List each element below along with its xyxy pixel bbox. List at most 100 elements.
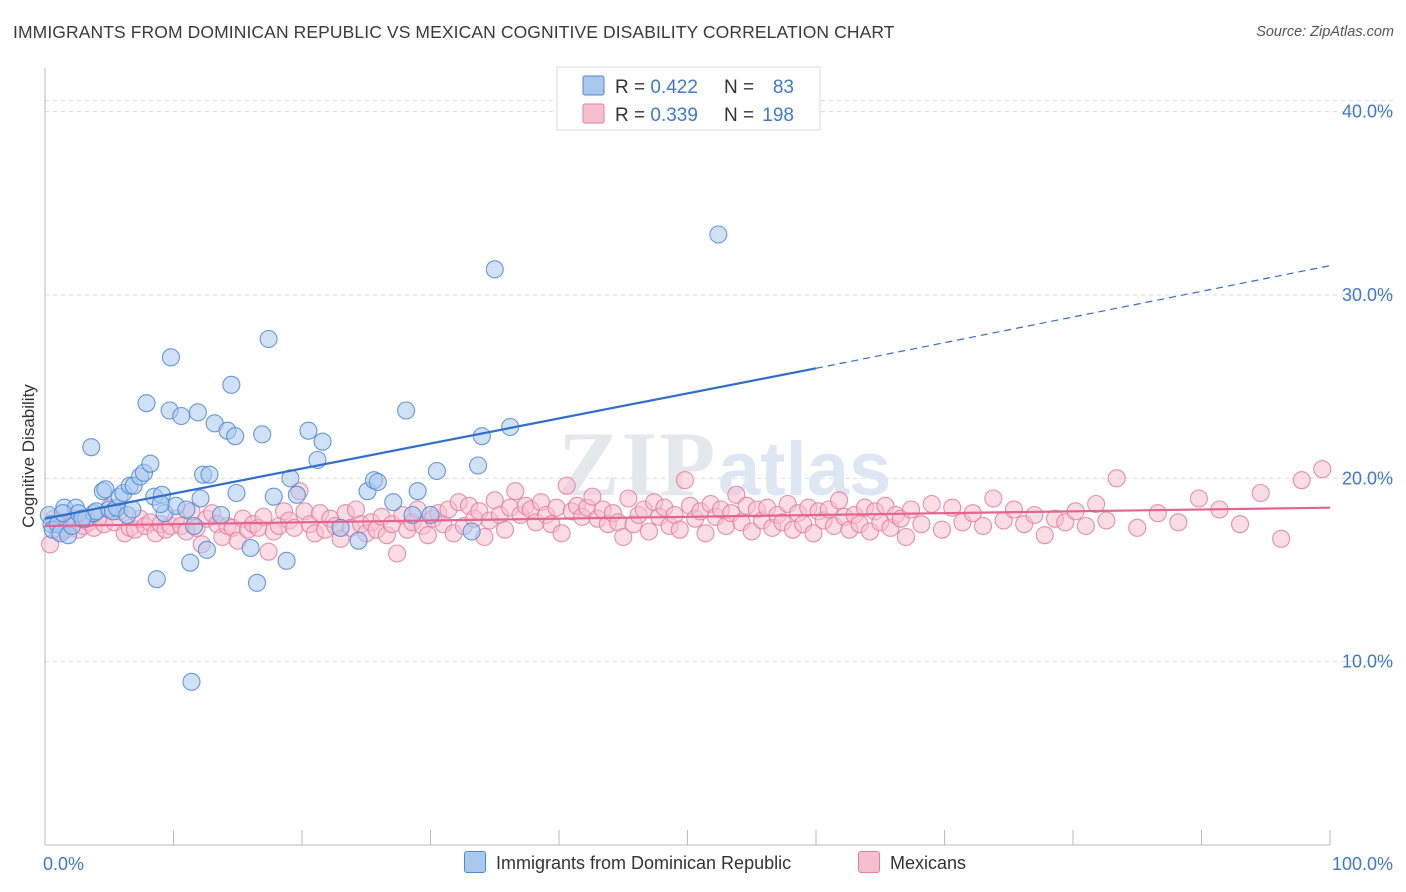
y-tick-label-3: 40.0% — [1342, 102, 1393, 122]
mexicans-point-199 — [1313, 460, 1332, 479]
mexicans-point-43 — [254, 507, 273, 526]
mexicans-point-170 — [912, 515, 931, 534]
r-label-blue: R = — [615, 77, 650, 98]
legend-label-dominican: Immigrants from Dominican Republic — [496, 853, 792, 873]
dominican-point-78 — [182, 672, 201, 691]
dominican-point-60 — [313, 432, 332, 451]
legend-swatch-blue — [582, 75, 605, 96]
svg-text:R = 0.339: R = 0.339 — [615, 105, 698, 126]
mexicans-point-169 — [902, 500, 921, 519]
dominican-point-37 — [181, 553, 200, 572]
dominican-point-52 — [253, 425, 272, 444]
mexicans-point-197 — [1272, 529, 1291, 548]
mexicans-point-135 — [727, 485, 746, 504]
dominican-point-45 — [211, 505, 231, 525]
dominican-point-57 — [287, 485, 306, 504]
mexicans-point-177 — [984, 489, 1003, 508]
legend-swatch-pink — [582, 103, 605, 124]
trend-line-dominican-extension — [815, 265, 1331, 369]
mexicans-point-125 — [675, 471, 694, 490]
mexicans-point-176 — [973, 516, 993, 536]
dominican-point-26 — [137, 394, 156, 413]
mexicans-point-124 — [670, 520, 689, 539]
grid-lines — [45, 100, 1395, 663]
trend-lines — [44, 265, 1331, 528]
mexicans-point-182 — [1035, 526, 1054, 545]
dominican-point-42 — [197, 540, 216, 559]
dominican-point-38 — [185, 516, 204, 536]
dominican-point-36 — [177, 500, 196, 519]
dominican-point-51 — [247, 573, 267, 592]
axes — [44, 68, 1331, 846]
dominican-point-40 — [191, 489, 210, 508]
chart-title: IMMIGRANTS FROM DOMINICAN REPUBLIC VS ME… — [13, 22, 895, 42]
dominican-point-66 — [384, 493, 403, 512]
dominican-point-62 — [349, 531, 368, 550]
dominican-point-80 — [73, 509, 92, 528]
dominican-point-27 — [141, 454, 160, 473]
svg-text:N =: N = — [724, 105, 754, 126]
dominican-point-15 — [96, 480, 115, 499]
dominican-point-69 — [408, 482, 427, 501]
dominican-point-70 — [421, 505, 440, 525]
mexicans-point-138 — [742, 522, 761, 541]
dominican-point-11 — [82, 438, 101, 457]
mexicans-point-188 — [1097, 511, 1116, 530]
dominican-point-33 — [161, 348, 180, 367]
stats-legend: R = 0.422 N = 83 R = 0.339 N = 198 — [556, 66, 821, 131]
n-value-blue: 83 — [773, 77, 794, 98]
mexicans-point-69 — [388, 544, 407, 563]
dominican-point-67 — [397, 401, 416, 420]
legend-swatch-mexicans — [858, 851, 880, 873]
dominican-point-61 — [331, 518, 350, 537]
tick-labels: 10.0% 20.0% 30.0% 40.0% 0.0% 100.0% — [43, 102, 1393, 874]
dominican-point-47 — [222, 375, 241, 394]
mexicans-point-171 — [922, 494, 941, 514]
mexicans-point-118 — [639, 522, 659, 541]
dominican-point-74 — [472, 427, 491, 446]
dominican-point-58 — [299, 421, 318, 440]
mexicans-point-193 — [1189, 489, 1208, 508]
dominican-point-65 — [368, 472, 387, 492]
mexicans-point-190 — [1128, 518, 1147, 537]
y-tick-label-0: 10.0% — [1342, 652, 1393, 672]
dominican-point-43 — [200, 465, 219, 484]
dominican-point-49 — [227, 483, 246, 503]
mexicans-point-179 — [1004, 500, 1023, 519]
mexicans-point-198 — [1292, 471, 1311, 490]
y-tick-label-1: 20.0% — [1342, 468, 1393, 488]
n-value-pink: 198 — [762, 105, 794, 126]
dominican-point-29 — [147, 570, 166, 589]
dominican-point-35 — [172, 406, 191, 426]
svg-text:N =: N = — [724, 77, 754, 98]
mexicans-point-129 — [696, 524, 715, 543]
mexicans-point-189 — [1107, 469, 1126, 488]
mexicans-point-114 — [619, 489, 638, 508]
mexicans-point-92 — [506, 482, 525, 501]
mexicans-point-100 — [547, 498, 566, 517]
mexicans-point-168 — [896, 527, 916, 547]
svg-text:R = 0.422: R = 0.422 — [615, 77, 698, 98]
mexicans-point-191 — [1148, 504, 1167, 523]
y-tick-label-2: 30.0% — [1342, 285, 1393, 305]
mexicans-point-101 — [552, 524, 571, 543]
n-label-pink: N = — [724, 105, 754, 126]
dominican-point-75 — [485, 260, 504, 279]
r-value-blue: 0.422 — [650, 77, 698, 98]
dominican-point-72 — [462, 522, 481, 541]
dominican-point-39 — [188, 403, 207, 422]
trend-line-mexicans — [44, 506, 1331, 528]
mexicans-point-195 — [1231, 515, 1250, 534]
mexicans-point-90 — [495, 520, 515, 539]
mexicans-point-155 — [830, 491, 849, 510]
dominican-point-48 — [226, 427, 245, 446]
x-tick-label-1: 100.0% — [1332, 854, 1393, 874]
mexicans-point-102 — [557, 476, 576, 495]
legend-item-dominican: Immigrants from Dominican Republic — [464, 851, 791, 874]
r-label-pink: R = — [615, 105, 650, 126]
r-value-pink: 0.339 — [650, 105, 698, 126]
mexicans-point-181 — [1025, 505, 1044, 525]
n-label-blue: N = — [724, 77, 754, 98]
mexicans-point-192 — [1169, 513, 1188, 532]
